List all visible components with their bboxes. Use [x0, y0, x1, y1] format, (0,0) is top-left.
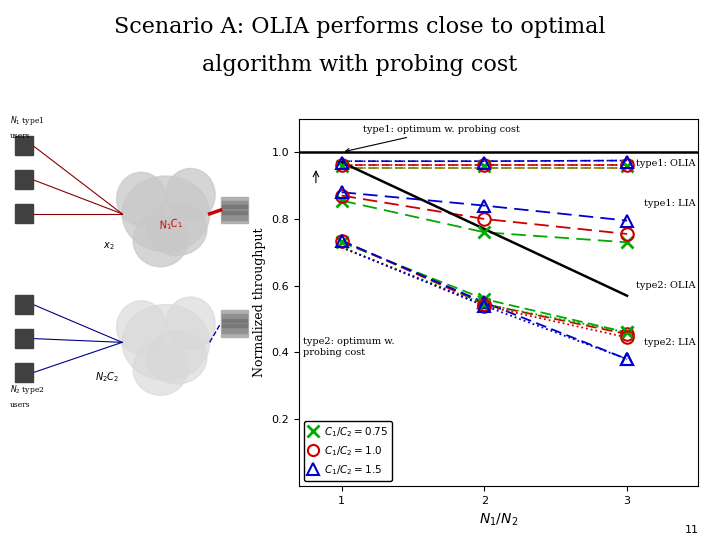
Bar [15, 295, 33, 314]
Ellipse shape [133, 214, 188, 267]
Bar [15, 329, 33, 348]
Text: Scenario A: OLIA performs close to optimal: Scenario A: OLIA performs close to optim… [114, 16, 606, 38]
Bar [222, 205, 246, 208]
Bar [15, 205, 33, 224]
Bar [15, 137, 33, 156]
Bar [220, 310, 248, 337]
Text: $N_1$ type1: $N_1$ type1 [10, 114, 44, 127]
Text: $N_1C_1$: $N_1C_1$ [158, 215, 184, 233]
Ellipse shape [147, 331, 207, 384]
Text: type2: OLIA: type2: OLIA [636, 281, 696, 290]
Bar [222, 211, 246, 214]
Bar [222, 201, 246, 220]
Text: $N_2$ type2: $N_2$ type2 [10, 382, 45, 395]
Ellipse shape [133, 342, 188, 395]
Ellipse shape [166, 297, 215, 350]
Text: type2: LIA: type2: LIA [644, 338, 696, 347]
Text: type1: optimum w. probing cost: type1: optimum w. probing cost [346, 125, 520, 152]
Ellipse shape [147, 202, 207, 255]
Ellipse shape [122, 176, 210, 252]
Bar [222, 319, 246, 322]
Ellipse shape [117, 172, 166, 225]
Ellipse shape [166, 168, 215, 221]
Text: type2: optimum w.
probing cost: type2: optimum w. probing cost [303, 338, 395, 357]
Text: 11: 11 [685, 524, 698, 535]
Legend: $C_1/C_2 = 0.75$, $C_1/C_2 = 1.0$, $C_1/C_2 = 1.5$: $C_1/C_2 = 0.75$, $C_1/C_2 = 1.0$, $C_1/… [304, 421, 392, 481]
Bar [15, 171, 33, 190]
Text: users: users [10, 132, 30, 140]
Bar [220, 197, 248, 224]
Bar [15, 363, 33, 382]
Text: $N_2C_2$: $N_2C_2$ [95, 370, 119, 384]
Ellipse shape [117, 301, 166, 354]
Text: users: users [10, 401, 30, 409]
Y-axis label: Normalized throughput: Normalized throughput [253, 228, 266, 377]
Text: type1: OLIA: type1: OLIA [636, 159, 696, 168]
Text: $x_2$: $x_2$ [103, 240, 114, 252]
X-axis label: $N_1/N_2$: $N_1/N_2$ [479, 511, 518, 528]
Bar [222, 324, 246, 327]
Ellipse shape [122, 305, 210, 380]
Text: type1: LIA: type1: LIA [644, 199, 696, 208]
Bar [222, 314, 246, 333]
Text: algorithm with probing cost: algorithm with probing cost [202, 54, 518, 76]
